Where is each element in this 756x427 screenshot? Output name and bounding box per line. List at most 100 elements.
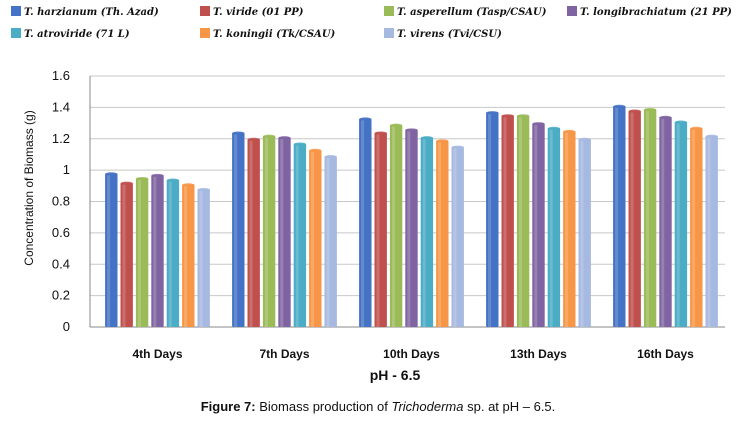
bar-cap	[436, 139, 449, 144]
bar	[105, 173, 118, 327]
bar	[135, 177, 149, 327]
bar-cap	[247, 137, 260, 142]
y-tick-label: 0.2	[52, 288, 70, 303]
bars	[105, 104, 718, 328]
caption-prefix: Figure 7:	[200, 399, 256, 414]
bar-highlight	[565, 132, 569, 327]
bar	[324, 156, 337, 327]
bar-highlight	[518, 117, 522, 327]
biomass-chart: T. harzianum (Th. Azad) T. viride (01 PP)…	[11, 6, 732, 383]
bar-highlight	[549, 129, 553, 327]
bar-cap	[628, 109, 641, 114]
bar	[166, 179, 180, 327]
bar	[659, 116, 672, 327]
bar-highlight	[249, 140, 253, 327]
caption-text-before: Biomass production of	[255, 399, 392, 414]
bar	[151, 174, 164, 327]
bar-cap	[501, 114, 514, 119]
x-axis-categories: 4th Days 7th Days 10th Days 13th Days 16th D…	[132, 347, 694, 361]
bar	[451, 146, 464, 327]
x-category-label: 7th Days	[259, 347, 309, 361]
bar-highlight	[488, 114, 492, 327]
bar-cap	[324, 155, 337, 160]
legend-swatch	[11, 6, 21, 16]
bar-cap	[643, 107, 657, 112]
bar	[643, 108, 657, 327]
bar-highlight	[122, 184, 126, 327]
x-category-label: 16th Days	[637, 347, 694, 361]
x-category-label: 10th Days	[383, 347, 440, 361]
bar-cap	[690, 126, 703, 131]
bar-cap	[420, 136, 434, 141]
bar-highlight	[422, 139, 426, 327]
x-axis-label: pH - 6.5	[370, 367, 421, 383]
bar-cap	[151, 173, 164, 178]
y-tick-label: 0.4	[52, 256, 70, 271]
bar-cap	[451, 145, 464, 150]
bar-cap	[182, 183, 195, 188]
bar-highlight	[661, 118, 665, 327]
bar-cap	[105, 172, 118, 177]
legend-swatch	[200, 28, 210, 38]
bar	[359, 118, 372, 327]
bar-cap	[389, 123, 403, 128]
bar-highlight	[438, 142, 442, 327]
bar-highlight	[503, 117, 507, 327]
bar-highlight	[311, 151, 315, 327]
legend-swatch	[11, 28, 21, 38]
bar	[563, 130, 576, 327]
bar-highlight	[361, 120, 365, 327]
bar-highlight	[199, 190, 203, 327]
bar-highlight	[580, 140, 584, 327]
bar	[247, 138, 260, 327]
bar	[501, 115, 514, 327]
bar-cap	[516, 114, 530, 119]
bar	[389, 124, 403, 327]
legend-label: T. koningii (Tk/CSAU)	[213, 29, 336, 40]
y-tick-label: 1.2	[52, 131, 70, 146]
x-category-label: 4th Days	[132, 347, 182, 361]
bar	[705, 135, 718, 327]
bar-highlight	[264, 137, 268, 327]
bar-highlight	[676, 123, 680, 328]
y-tick-label: 1.4	[52, 99, 70, 114]
bar-highlight	[645, 110, 649, 327]
bar-cap	[578, 137, 591, 142]
legend-swatch	[200, 6, 210, 16]
bar-cap	[613, 104, 626, 109]
legend-swatch	[567, 6, 577, 16]
bar-highlight	[630, 112, 634, 327]
bar-highlight	[168, 181, 172, 327]
bar-highlight	[391, 126, 395, 327]
figure-caption: Figure 7: Biomass production of Trichode…	[0, 399, 756, 414]
bar-cap	[278, 136, 291, 141]
caption-text-after: sp. at pH – 6.5.	[463, 399, 556, 414]
bar-cap	[262, 134, 276, 139]
bar-highlight	[295, 145, 299, 327]
bar-highlight	[453, 148, 457, 327]
caption-italic: Trichoderma	[391, 399, 464, 414]
legend-swatch	[384, 6, 394, 16]
bar-cap	[705, 134, 718, 139]
bar-highlight	[615, 107, 619, 328]
bar	[690, 127, 703, 327]
legend-label: T. longibrachiatum (21 PP)	[580, 7, 732, 18]
bar-cap	[659, 115, 672, 120]
y-tick-label: 0	[63, 319, 70, 334]
bar-highlight	[326, 158, 330, 327]
bar-highlight	[707, 137, 711, 327]
bar	[547, 127, 561, 327]
y-tick-label: 0.8	[52, 194, 70, 209]
x-category-label: 13th Days	[510, 347, 567, 361]
bar	[232, 132, 245, 327]
bar-highlight	[692, 129, 696, 327]
legend: T. harzianum (Th. Azad) T. viride (01 PP)…	[11, 6, 732, 40]
bar-highlight	[280, 139, 284, 327]
bar	[309, 149, 322, 327]
y-axis-label: Concentration of Biomass (g)	[22, 110, 36, 265]
bar-cap	[232, 131, 245, 136]
bar	[405, 129, 418, 327]
bar-highlight	[153, 176, 157, 327]
bar-cap	[405, 128, 418, 133]
bar	[420, 137, 434, 327]
